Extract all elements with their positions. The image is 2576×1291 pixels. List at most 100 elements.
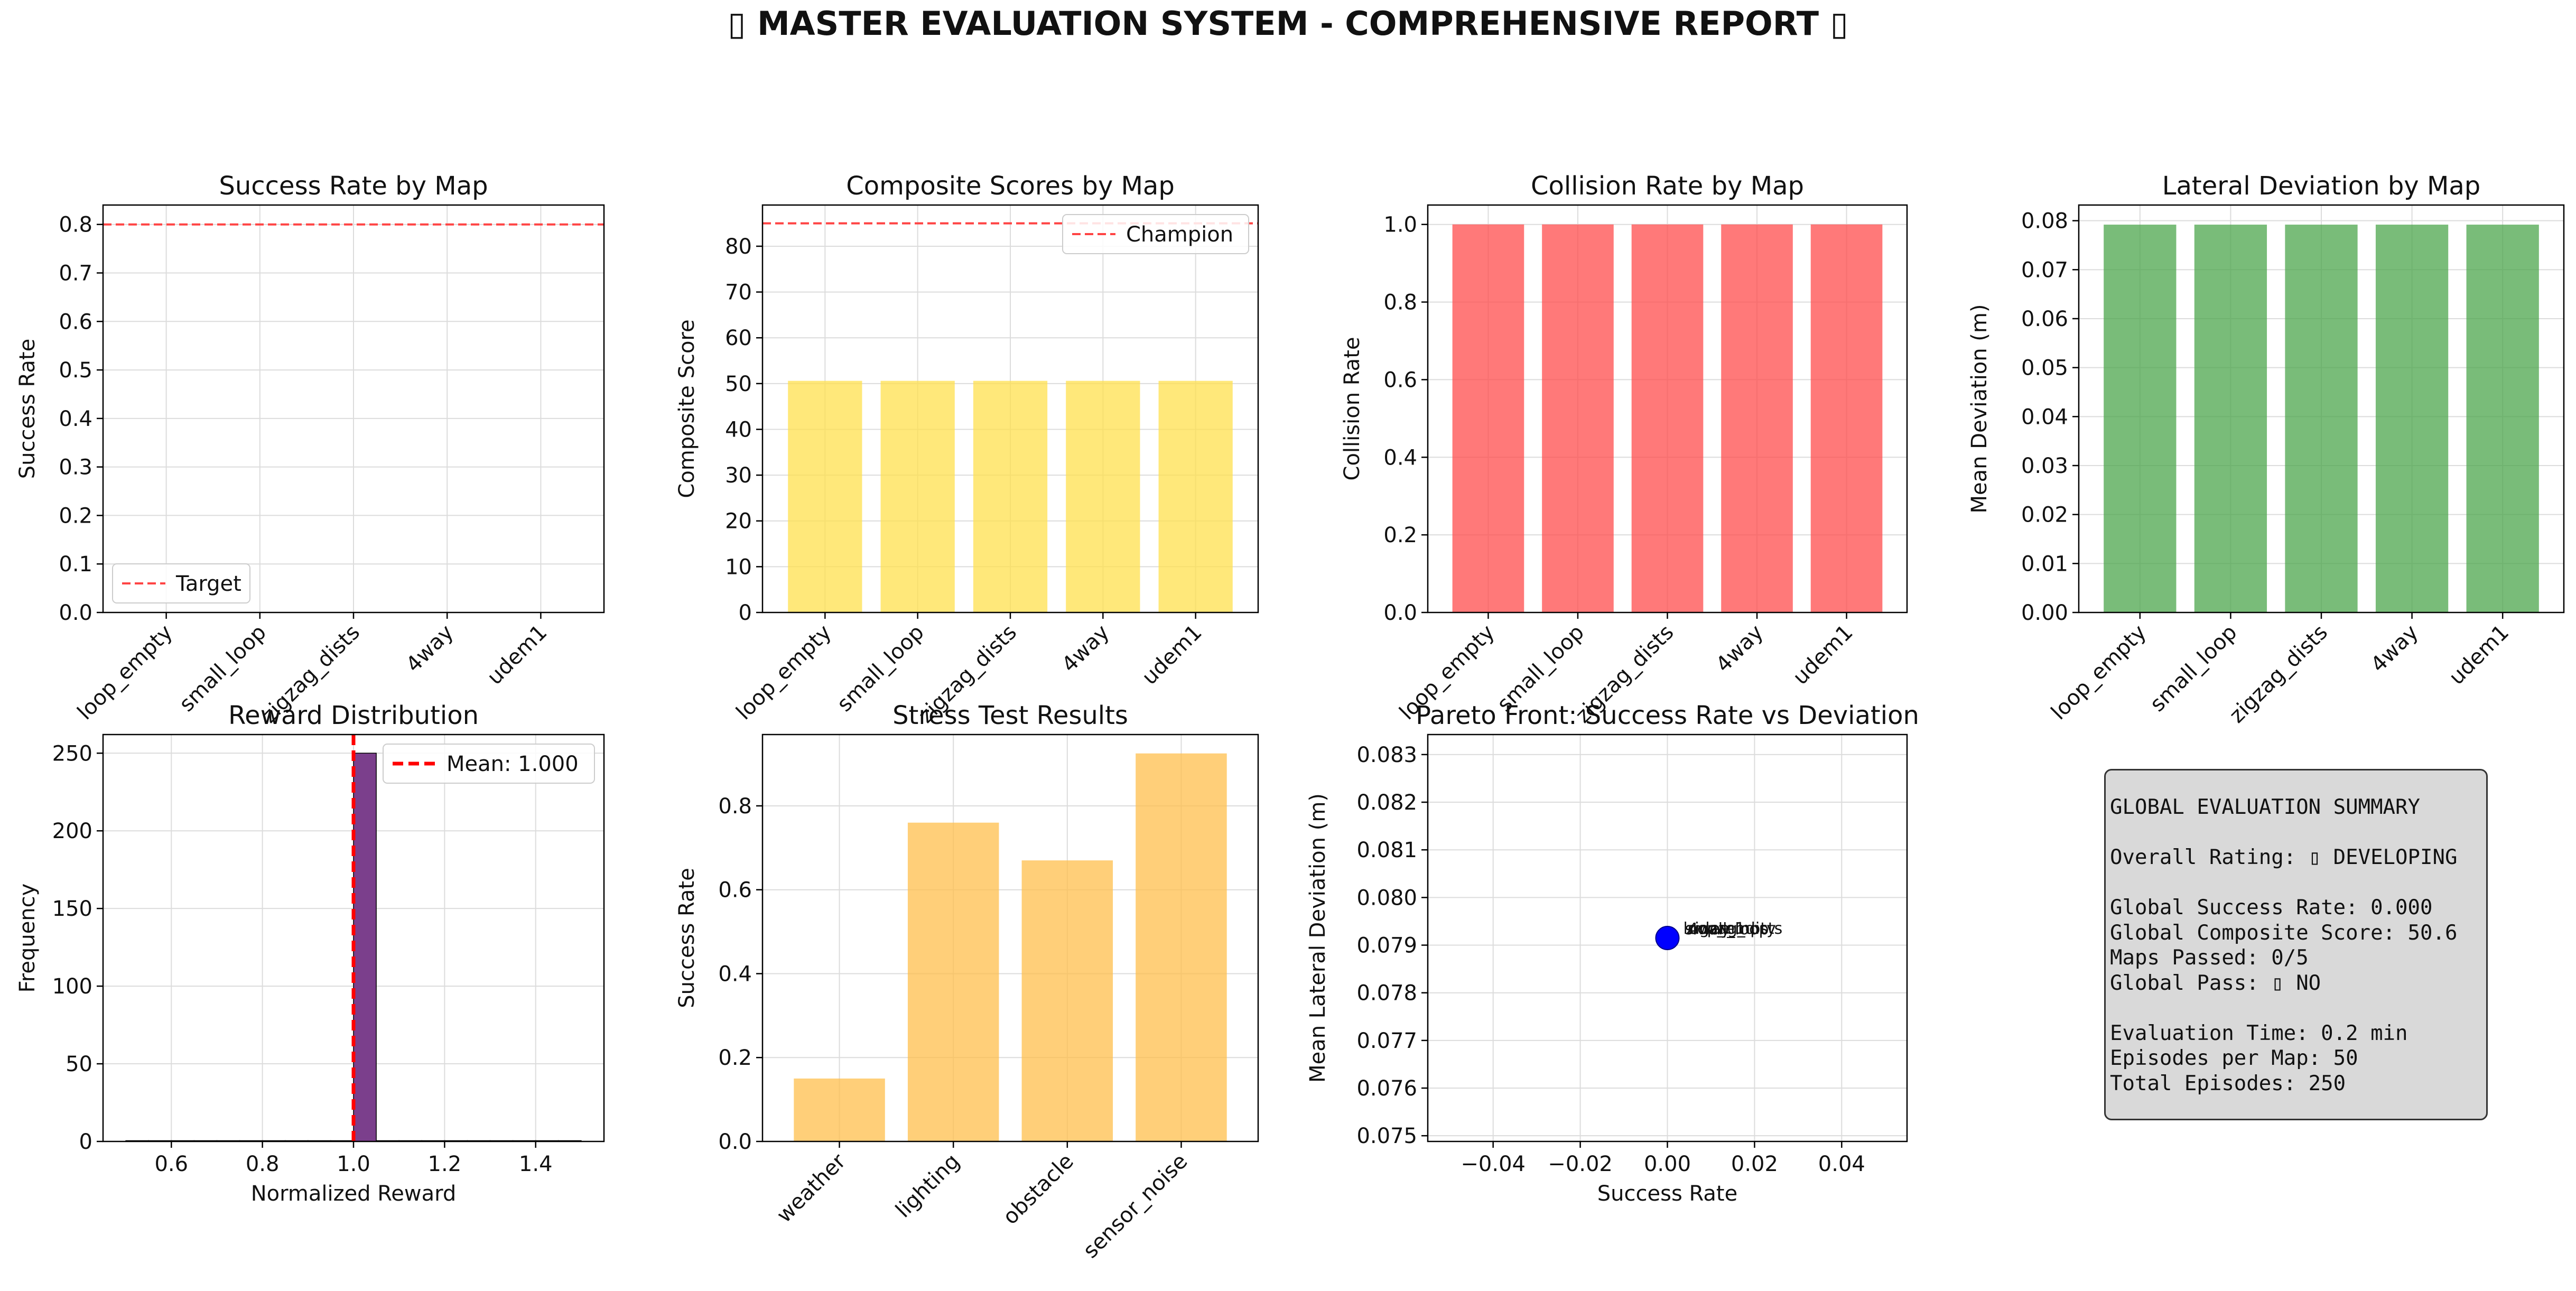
reward-legend <box>383 744 595 784</box>
collision-ytick-label: 0.4 <box>1383 445 1417 470</box>
success-title: Success Rate by Map <box>219 171 488 201</box>
deviation-bar <box>2104 225 2177 612</box>
deviation-bar <box>2285 225 2358 612</box>
deviation-frame <box>2078 204 2565 614</box>
pareto-chart: Pareto Front: Success Rate vs Deviation 0… <box>1306 701 1919 1206</box>
collision-bar <box>1810 224 1883 612</box>
figure-title: ▯ MASTER EVALUATION SYSTEM - COMPREHENSI… <box>728 4 1848 43</box>
collision-ytick-label: 1.0 <box>1383 213 1417 237</box>
pareto-xtick-label: −0.04 <box>1461 1152 1526 1176</box>
reward-xtick-label: 0.8 <box>246 1152 280 1176</box>
composite-ytick-label: 10 <box>725 555 752 579</box>
success-ytick-label: 0.0 <box>59 601 92 625</box>
deviation-ytick-label: 0.06 <box>2021 307 2068 331</box>
deviation-xtick-label: 4way <box>2366 620 2423 677</box>
stress-ytick-label: 0.6 <box>718 878 752 903</box>
collision-xtick-label: 4way <box>1711 620 1768 677</box>
collision-ytick-label: 0.0 <box>1383 601 1417 625</box>
collision-bar <box>1631 224 1704 612</box>
deviation-xtick-label: small_loop <box>2145 620 2242 717</box>
pareto-ytick-label: 0.083 <box>1356 743 1417 767</box>
composite-bar <box>1158 380 1233 612</box>
composite-ytick-label: 80 <box>725 235 752 259</box>
composite-frame <box>761 204 1259 614</box>
collision-title: Collision Rate by Map <box>1531 171 1804 201</box>
stress-xtick-label: sensor_noise <box>1078 1149 1193 1264</box>
collision-bar <box>1721 224 1793 612</box>
reward-xtick-label: 1.0 <box>337 1152 370 1176</box>
success-ytick-label: 0.2 <box>59 504 92 528</box>
reward-xtick-label: 0.6 <box>154 1152 188 1176</box>
pareto-ytick-label: 0.082 <box>1356 791 1417 815</box>
reward-frame <box>102 733 605 1143</box>
success-legend-label: Target <box>175 572 241 596</box>
deviation-ytick-label: 0.02 <box>2021 503 2068 527</box>
composite-ytick-label: 60 <box>725 326 752 350</box>
reward-ylabel: Frequency <box>15 884 40 993</box>
stress-xtick-label: weather <box>772 1149 851 1228</box>
reward-ytick-label: 0 <box>79 1130 92 1154</box>
summary-line: Overall Rating: ▯ DEVELOPING <box>2110 846 2458 869</box>
summary-line: Global Composite Score: 50.6 <box>2110 921 2458 945</box>
deviation-ytick-label: 0.03 <box>2021 454 2068 478</box>
summary-line: GLOBAL EVALUATION SUMMARY <box>2110 795 2420 819</box>
success-ytick-label: 0.7 <box>59 262 92 286</box>
pareto-title: Pareto Front: Success Rate vs Deviation <box>1416 701 1919 730</box>
composite-xtick-label: 4way <box>1057 620 1114 677</box>
pareto-point <box>1655 926 1680 950</box>
success-ytick-label: 0.4 <box>59 407 92 431</box>
composite-bar <box>880 380 955 612</box>
reward-ytick-label: 50 <box>66 1052 92 1076</box>
stress-ytick-label: 0.8 <box>718 794 752 819</box>
reward-xtick-label: 1.4 <box>519 1152 553 1176</box>
composite-legend <box>1062 214 1249 254</box>
stress-ylabel: Success Rate <box>675 868 699 1008</box>
success-xtick-label: udem1 <box>482 620 552 690</box>
reward-chart: Reward Distribution 0 50 100 150 200 250 Freque… <box>15 701 605 1206</box>
stress-ytick-label: 0.2 <box>718 1046 752 1070</box>
stress-chart: Stress Test Results 0.0 0.2 0.4 0.6 0.8 Succes… <box>675 701 1259 1264</box>
deviation-xtick-label: udem1 <box>2444 620 2514 690</box>
summary-line: Global Pass: ▯ NO <box>2110 971 2321 995</box>
reward-xlabel: Normalized Reward <box>251 1182 457 1206</box>
stress-bar <box>1021 860 1113 1141</box>
deviation-bar <box>2375 225 2449 612</box>
stress-frame <box>761 733 1259 1143</box>
stress-xtick-label: obstacle <box>998 1149 1078 1230</box>
composite-bar <box>788 380 862 612</box>
pareto-ylabel: Mean Lateral Deviation (m) <box>1306 793 1330 1083</box>
deviation-title: Lateral Deviation by Map <box>2162 171 2481 201</box>
composite-legend-label: Champion <box>1126 222 1233 247</box>
collision-bar <box>1542 224 1614 612</box>
pareto-xtick-label: 0.00 <box>1644 1152 1691 1176</box>
pareto-xtick-label: −0.02 <box>1548 1152 1613 1176</box>
collision-chart: Collision Rate by Map 0.0 0.2 0.4 0.6 0.8 1.0 C… <box>1340 171 1908 728</box>
pareto-ytick-label: 0.075 <box>1356 1124 1417 1148</box>
deviation-ytick-label: 0.00 <box>2021 601 2068 625</box>
collision-frame <box>1427 204 1908 614</box>
pareto-point-label: small_loop <box>1685 920 1769 939</box>
pareto-xtick-label: 0.02 <box>1731 1152 1778 1176</box>
reward-ytick-label: 200 <box>52 819 92 843</box>
success-legend <box>112 563 250 603</box>
deviation-ylabel: Mean Deviation (m) <box>1967 304 1992 514</box>
reward-legend-label: Mean: 1.000 <box>447 752 579 776</box>
composite-bar <box>1066 380 1140 612</box>
pareto-ytick-label: 0.081 <box>1356 838 1417 862</box>
success-frame <box>102 204 605 614</box>
composite-xtick-label: loop_empty <box>732 620 836 725</box>
deviation-ytick-label: 0.05 <box>2021 356 2068 380</box>
pareto-ytick-label: 0.076 <box>1356 1076 1417 1101</box>
reward-ytick-label: 150 <box>52 897 92 921</box>
summary-line: Evaluation Time: 0.2 min <box>2110 1021 2408 1045</box>
summary-line: Episodes per Map: 50 <box>2110 1046 2358 1070</box>
stress-ytick-label: 0.4 <box>718 962 752 986</box>
stress-ytick-label: 0.0 <box>718 1130 752 1154</box>
summary-line: Total Episodes: 250 <box>2110 1071 2346 1095</box>
success-ytick-label: 0.1 <box>59 552 92 577</box>
composite-ylabel: Composite Score <box>675 319 699 498</box>
success-ytick-label: 0.5 <box>59 358 92 383</box>
collision-ytick-label: 0.2 <box>1383 523 1417 547</box>
composite-ytick-label: 50 <box>725 372 752 396</box>
collision-ytick-label: 0.6 <box>1383 368 1417 392</box>
